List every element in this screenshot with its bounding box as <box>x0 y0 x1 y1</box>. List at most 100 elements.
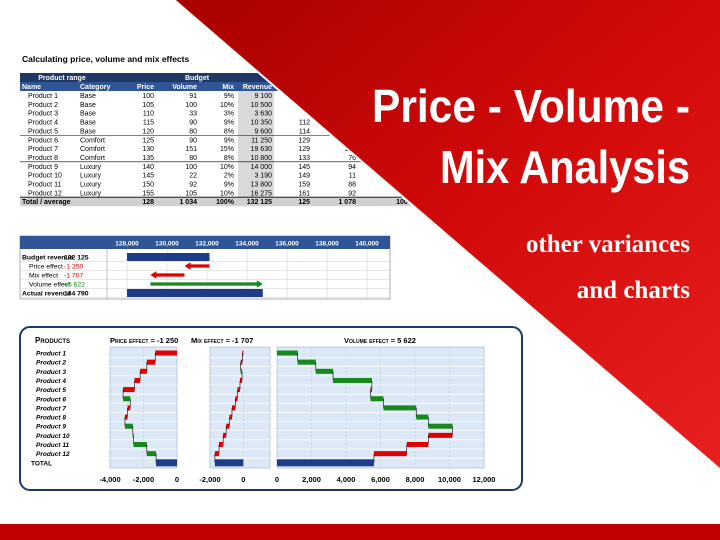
row-label: Actual revenue <box>22 291 71 298</box>
step-bar <box>240 377 242 383</box>
table-cell: 161 <box>298 190 310 197</box>
table-cell: 80 <box>189 155 197 162</box>
table-cell: Luxury <box>80 182 102 189</box>
red-band-edge <box>172 0 720 472</box>
table-cell: 133 <box>298 155 310 162</box>
table-cell: 10 350 <box>251 120 273 127</box>
table-cell: Base <box>80 93 96 100</box>
step-bar <box>127 405 131 411</box>
x-tick-label: -4,000 <box>99 475 120 484</box>
step-bar <box>219 442 224 447</box>
step-bar <box>132 432 134 438</box>
table-cell: 11 250 <box>251 137 272 144</box>
x-tick-label: 132,000 <box>195 241 219 248</box>
row-label: Price effect <box>29 264 63 271</box>
row-label: Volume effect <box>29 282 70 289</box>
step-bar <box>134 377 141 383</box>
product-label: Product 11 <box>36 442 69 449</box>
table-cell: 155 <box>142 190 154 197</box>
x-tick-label: 4,000 <box>337 475 356 484</box>
step-bar <box>223 432 227 438</box>
slide-subtitle: other variances <box>526 231 690 258</box>
table-cell: 145 <box>298 164 310 171</box>
table-cell: 105 <box>142 102 154 109</box>
table-cell: 88 <box>348 182 356 189</box>
step-bar <box>124 423 133 429</box>
table-cell: 10% <box>220 102 234 109</box>
x-tick-label: 8,000 <box>406 475 425 484</box>
table-cell: Product 6 <box>28 137 58 144</box>
x-tick-label: 138,000 <box>315 241 339 248</box>
step-bar <box>123 396 131 402</box>
column-header: Mix <box>222 84 234 91</box>
value-label: 132 125 <box>64 255 89 262</box>
table-cell: Product 2 <box>28 102 58 109</box>
product-label: Product 6 <box>36 396 66 403</box>
product-label: Product 7 <box>36 405 66 412</box>
table-cell: Base <box>80 102 96 109</box>
table-cell: 130 <box>142 146 154 153</box>
x-tick-label: 134,000 <box>235 241 259 248</box>
x-tick-label: -2,000 <box>133 475 154 484</box>
product-label: TOTAL <box>31 460 52 467</box>
table-cell: Product 3 <box>28 111 58 118</box>
step-bar <box>235 396 238 402</box>
table-cell: 92 <box>348 190 356 197</box>
product-label: Product 4 <box>36 378 66 385</box>
column-header: Price <box>137 84 154 91</box>
table-cell: 2% <box>224 173 234 180</box>
table-cell: 100 <box>185 102 197 109</box>
column-header: Category <box>80 84 110 91</box>
table-cell: 129 <box>298 146 310 153</box>
x-tick-label: 130,000 <box>155 241 179 248</box>
step-bar <box>416 414 429 420</box>
table-cell: 135 <box>142 155 154 162</box>
x-tick-label: 0 <box>175 475 179 484</box>
x-tick-label: 6,000 <box>371 475 390 484</box>
table-cell: 13 800 <box>251 182 273 189</box>
table-group-header-bg <box>20 73 440 82</box>
table-cell: 129 <box>298 137 310 144</box>
table-cell: Luxury <box>80 164 102 171</box>
total-cell: 1 034 <box>179 199 197 206</box>
step-bar <box>383 405 417 411</box>
x-tick-label: 0 <box>241 475 245 484</box>
step-bar <box>146 451 157 457</box>
step-bar <box>406 442 429 447</box>
total-cell: 100% <box>396 199 415 206</box>
bottom-bar <box>0 524 720 540</box>
table-cell: Product 7 <box>28 146 58 153</box>
arrow-bar <box>150 280 263 288</box>
step-bar <box>146 359 156 365</box>
step-bar <box>297 359 316 365</box>
table-header-bg <box>20 82 440 91</box>
table-cell: 105 <box>185 190 197 197</box>
table-cell: 10 500 <box>251 102 273 109</box>
value-label: -1 250 <box>64 264 83 271</box>
table-cell: Comfort <box>80 146 105 153</box>
table-cell: 11 <box>349 173 356 180</box>
table-cell: 120 <box>142 128 154 135</box>
table-cell: 33 <box>189 111 197 118</box>
page-header: Calculating price, volume and mix effect… <box>22 54 189 64</box>
table-cell: 3 630 <box>254 111 272 118</box>
table-cell: 19 630 <box>251 146 273 153</box>
table-group-header: Product range <box>38 75 86 82</box>
table-cell: 14 000 <box>251 164 273 171</box>
x-tick-label: 136,000 <box>275 241 299 248</box>
table-cell: 145 <box>142 173 154 180</box>
plot-area <box>209 346 271 469</box>
table-cell: Product 5 <box>28 128 58 135</box>
table-cell: 92 <box>189 182 197 189</box>
table-cell: 9% <box>224 120 234 127</box>
table-cell: 9% <box>224 137 234 144</box>
table-cell: 8% <box>224 128 234 135</box>
total-bar <box>214 459 244 467</box>
x-tick-label: 2,000 <box>302 475 321 484</box>
table-cell: 100 <box>142 93 154 100</box>
row-label: Budget revenue <box>22 255 74 262</box>
step-bar <box>240 359 243 365</box>
